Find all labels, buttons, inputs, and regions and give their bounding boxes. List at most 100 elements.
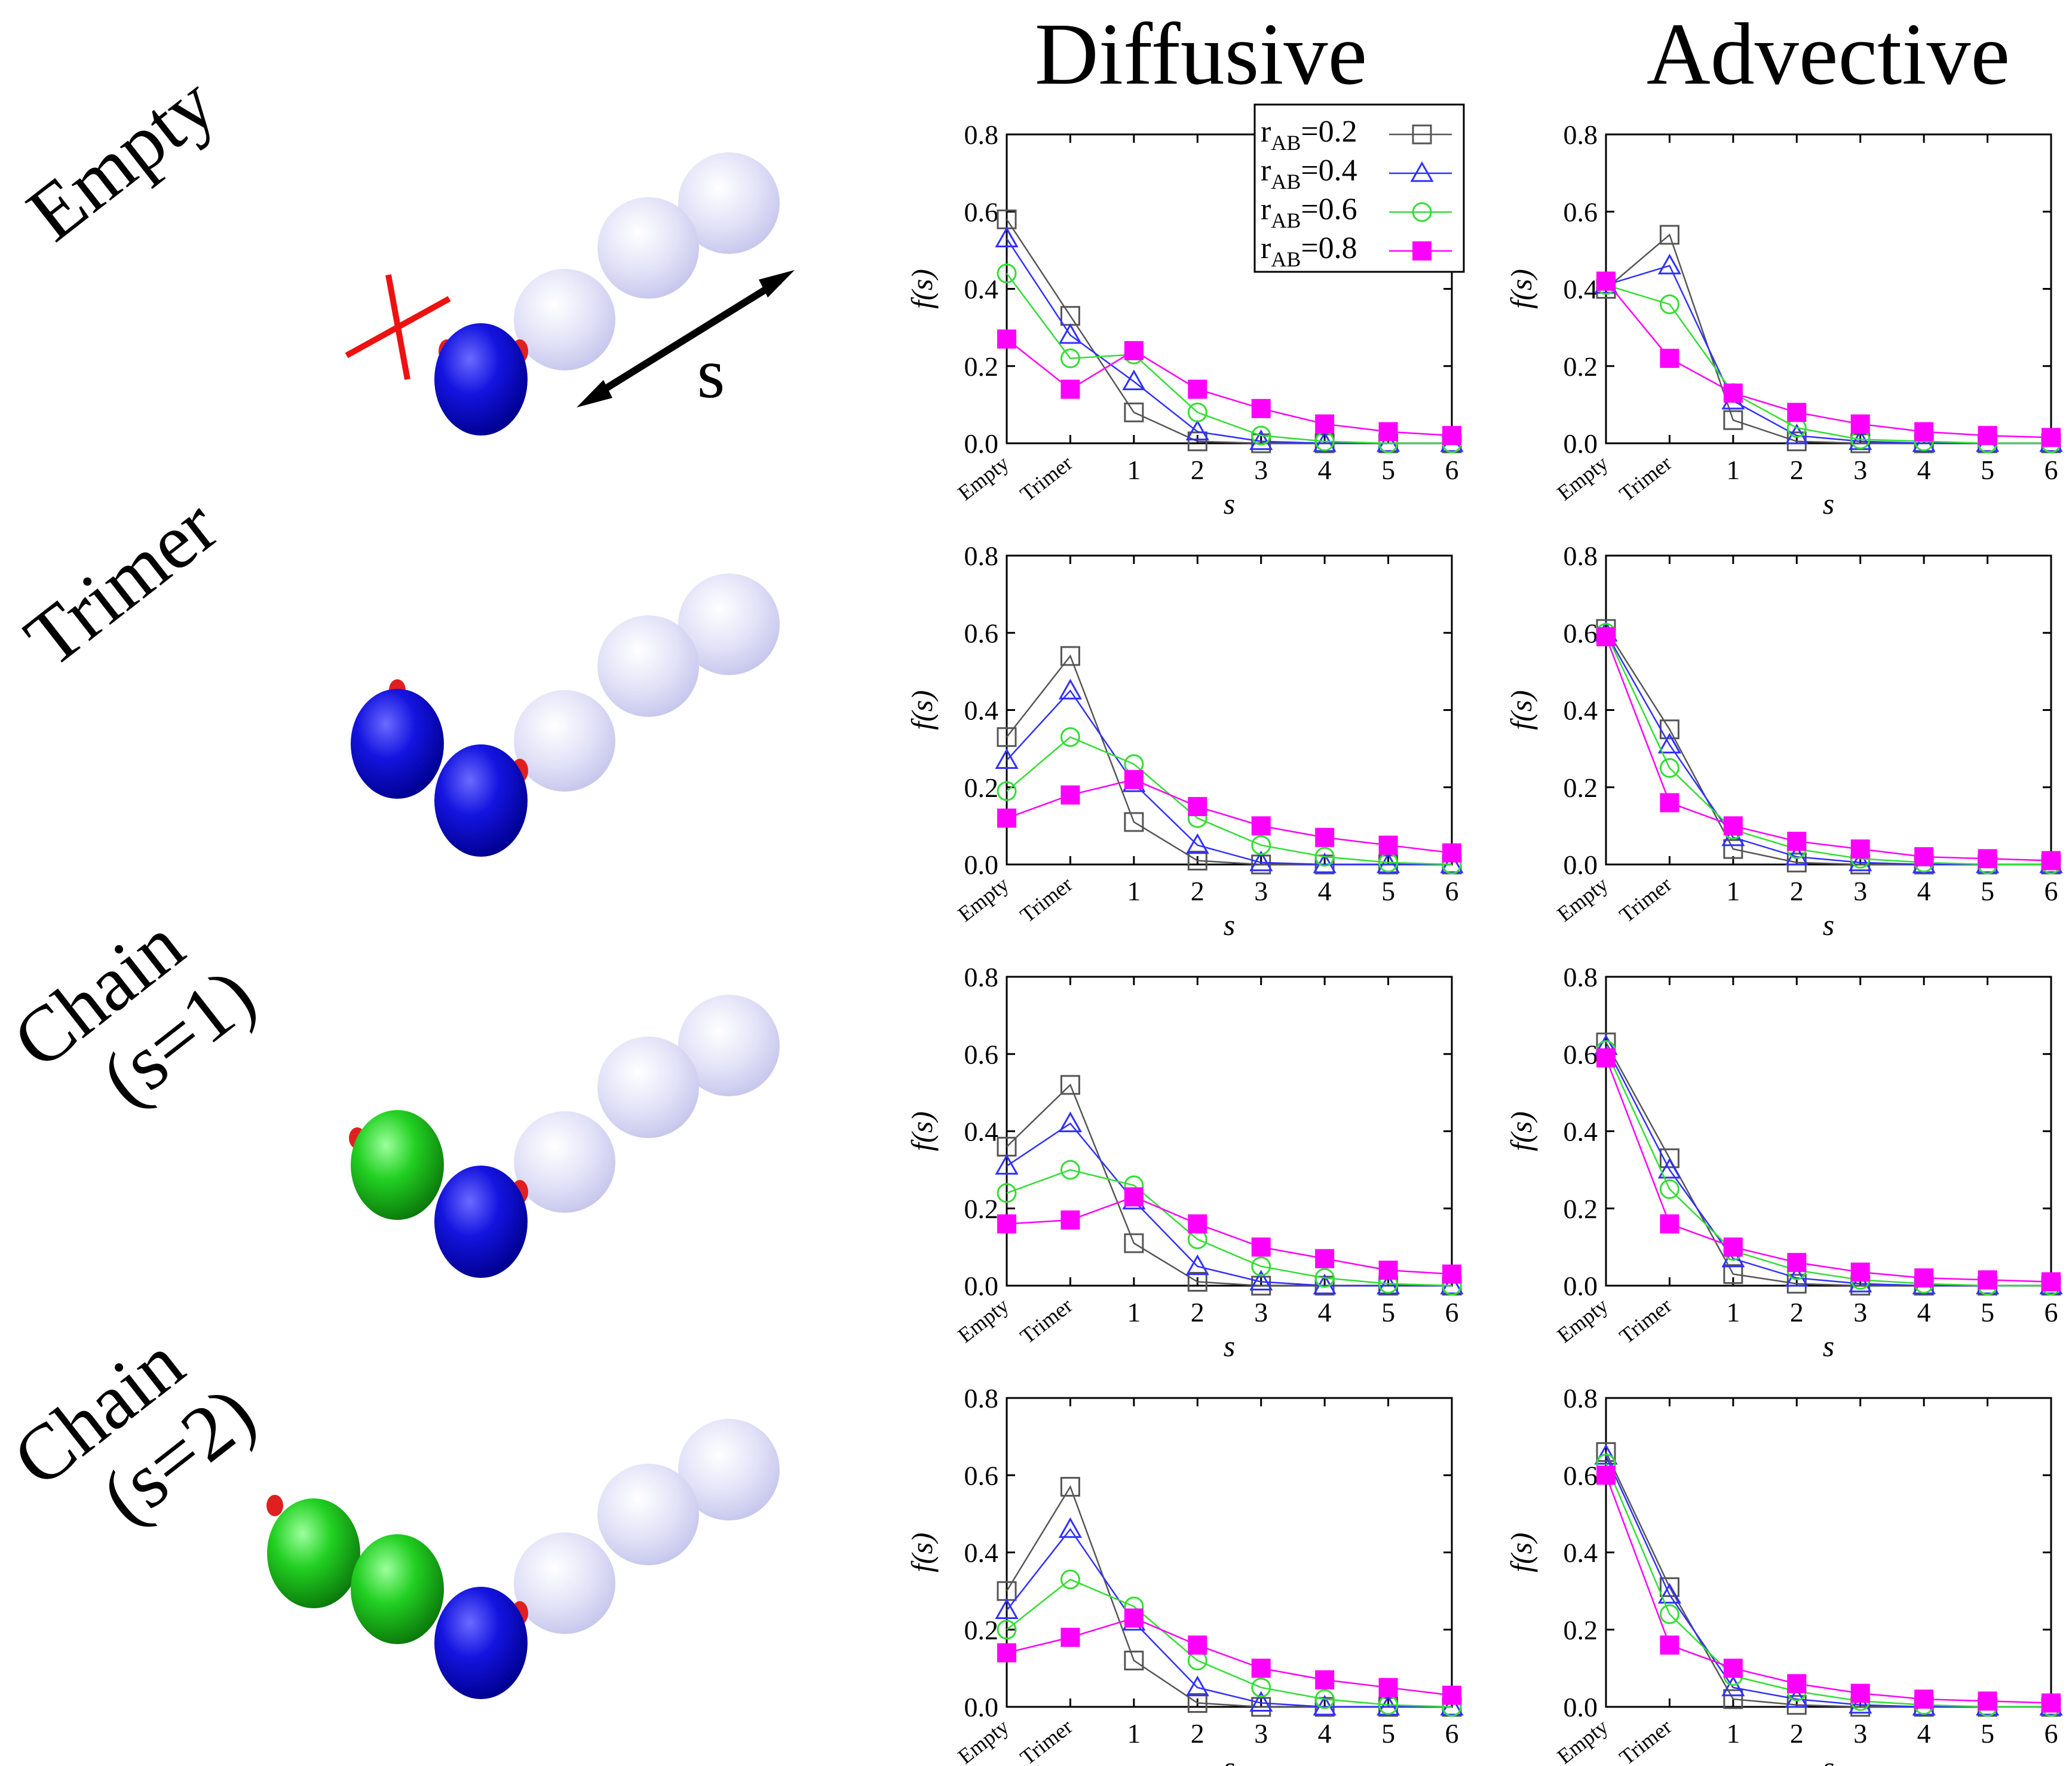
data-point-r_AB=0.8 (1315, 1670, 1335, 1690)
series-line-r_AB=0.6 (1605, 284, 2051, 444)
y-tick-label: 0.0 (1564, 1271, 1598, 1301)
x-tick-label: 6 (1445, 876, 1459, 906)
x-tick-label: 4 (1917, 1297, 1931, 1327)
x-tick-label: 3 (1853, 876, 1867, 906)
data-point-r_AB=0.2 (1659, 225, 1679, 245)
x-tick-label: Trimer (1016, 1293, 1077, 1348)
data-point-r_AB=0.6 (1659, 1604, 1679, 1624)
data-point-r_AB=0.2 (1723, 410, 1743, 430)
chart-panel-diffusive-2: 0.0 0.2 0.4 0.6 0.8 Empty Trimer 1 2 3 4 5 6 s f(s) (905, 541, 1464, 942)
blue-bead (434, 1166, 528, 1278)
y-tick-label: 0.6 (964, 197, 999, 227)
y-tick-label: 0.4 (964, 1538, 999, 1568)
x-tick-label: 1 (1726, 1718, 1740, 1749)
data-point-r_AB=0.4 (1440, 1273, 1464, 1295)
y-axis-label: f(s) (1504, 1111, 1538, 1151)
y-axis-label: f(s) (1504, 690, 1538, 730)
data-point-r_AB=0.4 (995, 226, 1019, 247)
y-tick-label: 0.2 (1564, 351, 1598, 382)
column-title-advective: Advective (1647, 5, 2010, 103)
data-point-r_AB=0.6 (1659, 1179, 1679, 1199)
row-label-trimer: Trimer (9, 482, 234, 684)
data-point-r_AB=0.6 (1187, 402, 1207, 422)
data-point-r_AB=0.8 (1850, 414, 1870, 434)
y-axis-label: f(s) (905, 690, 939, 730)
ghost-bead (678, 152, 780, 254)
x-axis-label: s (1224, 1750, 1235, 1766)
legend-marker (1412, 124, 1432, 145)
data-point-r_AB=0.6 (1314, 847, 1335, 867)
blue-bead (434, 1587, 528, 1699)
y-tick-label: 0.0 (964, 1692, 999, 1722)
data-point-r_AB=0.8 (1060, 1210, 1080, 1230)
ghost-bead (678, 995, 780, 1096)
x-tick-label: 4 (1318, 455, 1332, 485)
data-point-r_AB=0.4 (1849, 850, 1872, 872)
data-point-r_AB=0.2 (1060, 1477, 1080, 1497)
y-tick-label: 0.2 (1564, 772, 1598, 803)
series-line-r_AB=0.2 (1605, 628, 2051, 866)
schematic-chain-s2 (266, 1419, 780, 1699)
data-point-r_AB=0.8 (1787, 403, 1807, 422)
y-tick-label: 0.0 (1564, 428, 1598, 459)
x-tick-label: 5 (1981, 1718, 1994, 1749)
series-line-r_AB=0.6 (1605, 1463, 2051, 1708)
x-tick-label: 2 (1191, 876, 1204, 906)
y-tick-label: 0.8 (964, 962, 999, 992)
data-point-r_AB=0.8 (1188, 379, 1207, 399)
data-point-r_AB=0.2 (1060, 646, 1080, 666)
ghost-bead (678, 1419, 780, 1520)
y-axis-label: f(s) (905, 269, 939, 309)
y-tick-label: 0.4 (1564, 1538, 1598, 1568)
y-tick-label: 0.4 (1564, 274, 1598, 305)
data-point-r_AB=0.2 (997, 727, 1017, 747)
ghost-bead (514, 1532, 615, 1634)
x-tick-label: 1 (1726, 455, 1740, 485)
x-tick-label: Trimer (1615, 1715, 1676, 1766)
series-line-r_AB=0.8 (1605, 1057, 2052, 1283)
data-point-r_AB=0.8 (1060, 379, 1080, 399)
data-point-r_AB=0.8 (1378, 422, 1398, 442)
data-point-r_AB=0.4 (1249, 1270, 1273, 1291)
data-point-r_AB=0.8 (1188, 1214, 1207, 1234)
data-point-r_AB=0.8 (997, 329, 1016, 349)
y-tick-label: 0.6 (964, 618, 999, 648)
data-point-r_AB=0.8 (1315, 827, 1335, 847)
x-tick-label: 4 (1917, 876, 1931, 906)
data-point-r_AB=0.4 (1185, 1675, 1209, 1697)
data-point-r_AB=0.8 (1596, 1048, 1616, 1068)
y-tick-label: 0.8 (1564, 1383, 1598, 1414)
data-point-r_AB=0.2 (1251, 433, 1271, 453)
plot-frame (1006, 1397, 1453, 1708)
data-point-r_AB=0.4 (1185, 419, 1209, 441)
x-tick-label: 5 (1381, 1718, 1395, 1749)
y-tick-label: 0.4 (1564, 695, 1598, 726)
x-tick-label: 3 (1254, 1297, 1268, 1327)
data-point-r_AB=0.8 (1978, 426, 1997, 446)
data-point-r_AB=0.8 (997, 1214, 1016, 1234)
data-point-r_AB=0.8 (1124, 1608, 1144, 1628)
plot-frame (1605, 1397, 2052, 1708)
data-point-r_AB=0.6 (997, 781, 1017, 801)
data-point-r_AB=0.4 (1440, 1694, 1464, 1716)
data-point-r_AB=0.2 (1187, 1693, 1207, 1713)
data-point-r_AB=0.8 (1378, 1261, 1398, 1280)
x-tick-label: Trimer (1615, 451, 1676, 506)
x-tick-label: 2 (1790, 1297, 1804, 1327)
data-point-r_AB=0.4 (1185, 833, 1209, 854)
plot-frame (1605, 133, 2052, 444)
data-point-r_AB=0.8 (1723, 383, 1743, 403)
y-tick-label: 0.6 (964, 1460, 999, 1491)
data-point-r_AB=0.8 (1914, 422, 1934, 442)
y-tick-label: 0.6 (1564, 197, 1598, 227)
x-tick-label: 1 (1726, 876, 1740, 906)
data-point-r_AB=0.8 (1850, 839, 1870, 859)
x-axis-label: s (1224, 1329, 1235, 1363)
x-tick-label: 5 (1981, 876, 1994, 906)
schematic-chain-s1 (349, 995, 780, 1278)
x-tick-label: 5 (1381, 455, 1395, 485)
y-axis-label: f(s) (905, 1111, 939, 1151)
x-tick-label: 1 (1127, 1718, 1141, 1749)
x-tick-label: Empty (954, 451, 1013, 505)
